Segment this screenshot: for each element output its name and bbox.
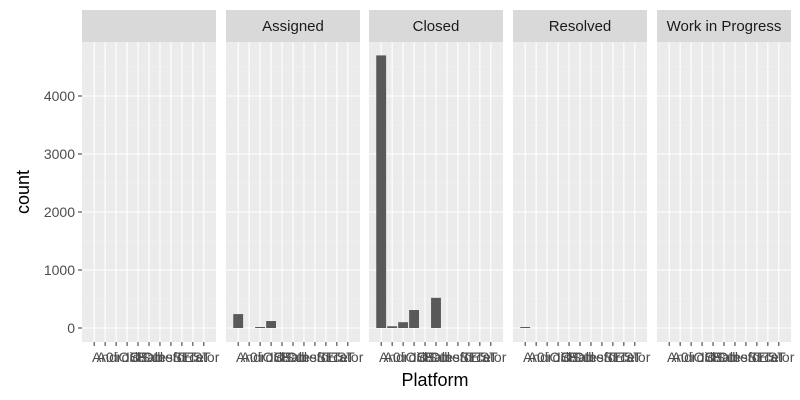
- x-tick-label: Android: [523, 349, 571, 365]
- facet-panels: Assigned Closed Resolved Work in Progress: [82, 10, 791, 342]
- y-tick-label: 0: [67, 320, 75, 336]
- x-tick-label: SE: [748, 349, 767, 365]
- y-tick-label: 3000: [44, 146, 75, 162]
- x-tick-label: TEST: [606, 349, 642, 365]
- y-tick-label: 1000: [44, 262, 75, 278]
- x-tick-label: A0: [241, 349, 258, 365]
- x-tick-label: A0: [97, 349, 114, 365]
- x-tick-label: iOS: [402, 349, 425, 365]
- x-tick-label: Salesforce: [282, 349, 348, 365]
- x-tick-label: iOS: [690, 349, 713, 365]
- x-axes: A0AndroidiOSIOSiPadOtherSalesforceSETEST…: [92, 342, 795, 365]
- facet-panel: Assigned: [226, 10, 360, 342]
- x-tick-label: Other: [142, 349, 177, 365]
- facet-strip-label: Work in Progress: [667, 18, 782, 35]
- facet-strip: [513, 10, 647, 42]
- x-tick-label: Salesforce: [425, 349, 491, 365]
- x-tick-label: Tator: [332, 349, 363, 365]
- bar: [387, 326, 398, 328]
- bar: [255, 327, 266, 328]
- x-tick-label: iOS: [546, 349, 569, 365]
- x-tick-label: Other: [573, 349, 608, 365]
- x-tick-label: TEST: [462, 349, 498, 365]
- x-tick-label: IOS: [701, 349, 725, 365]
- bar: [233, 314, 244, 328]
- facet-strip-label: Assigned: [262, 18, 324, 35]
- facet-panel: Resolved: [513, 10, 647, 342]
- facet-panel: [82, 10, 216, 342]
- x-tick-label: Tator: [619, 349, 650, 365]
- x-tick-label: Android: [379, 349, 427, 365]
- x-tick-label: TEST: [319, 349, 355, 365]
- x-axis-title: Platform: [401, 370, 468, 390]
- x-tick-label: A0: [672, 349, 689, 365]
- facet-strip: [82, 10, 216, 42]
- y-tick-label: 2000: [44, 204, 75, 220]
- facet-strip-label: Resolved: [549, 18, 612, 35]
- facet-panel: Work in Progress: [657, 10, 791, 342]
- x-tick-label: Other: [286, 349, 321, 365]
- x-tick-label: Tator: [475, 349, 506, 365]
- bar: [520, 327, 531, 328]
- x-tick-label: iOS: [115, 349, 138, 365]
- facet-strip-label: Closed: [413, 18, 460, 35]
- x-tick-label: IOS: [557, 349, 581, 365]
- x-tick-label: Salesforce: [569, 349, 635, 365]
- x-tick-label: SE: [173, 349, 192, 365]
- x-tick-label: SE: [604, 349, 623, 365]
- y-tick-label: 4000: [44, 88, 75, 104]
- bar: [431, 297, 441, 328]
- x-tick-label: iPad: [710, 349, 738, 365]
- bar: [266, 321, 277, 328]
- x-tick-label: Other: [429, 349, 464, 365]
- x-tick-label: Other: [717, 349, 752, 365]
- x-tick-label: IOS: [413, 349, 437, 365]
- x-tick-label: A0: [528, 349, 545, 365]
- x-tick-label: Android: [92, 349, 140, 365]
- bar: [398, 322, 409, 328]
- x-tick-label: iOS: [259, 349, 282, 365]
- x-tick-label: TEST: [750, 349, 786, 365]
- x-tick-label: A0: [384, 349, 401, 365]
- y-axis: 0 1000 2000 3000 4000: [44, 88, 82, 336]
- x-tick-label: SE: [317, 349, 336, 365]
- x-tick-label: TEST: [175, 349, 211, 365]
- bar: [376, 55, 387, 329]
- facet-strip: [657, 10, 791, 42]
- y-axis-title: count: [13, 170, 33, 214]
- x-tick-label: iPad: [279, 349, 307, 365]
- x-tick-label: Salesforce: [138, 349, 204, 365]
- x-tick-label: Tator: [763, 349, 794, 365]
- x-tick-label: Android: [236, 349, 284, 365]
- x-tick-label: IOS: [126, 349, 150, 365]
- facet-panel: Closed: [369, 10, 503, 342]
- x-tick-label: iPad: [422, 349, 450, 365]
- x-tick-label: iPad: [135, 349, 163, 365]
- facet-strip: [226, 10, 360, 42]
- x-tick-label: iPad: [566, 349, 594, 365]
- x-tick-label: Android: [667, 349, 715, 365]
- x-tick-label: Tator: [188, 349, 219, 365]
- x-tick-label: SE: [460, 349, 479, 365]
- x-tick-label: Salesforce: [713, 349, 779, 365]
- x-tick-label: IOS: [270, 349, 294, 365]
- facet-strip: [369, 10, 503, 42]
- bar: [409, 310, 420, 328]
